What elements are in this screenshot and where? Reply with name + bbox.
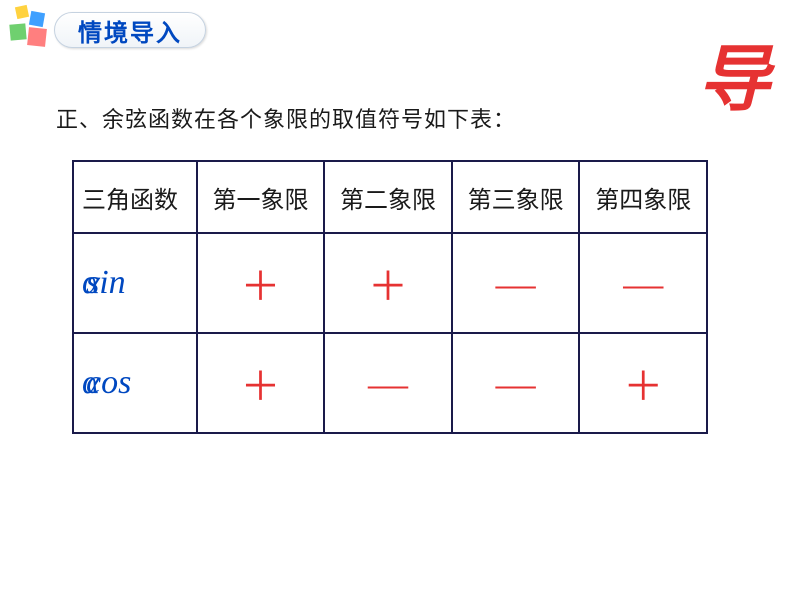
- sin-label: sin α: [82, 268, 196, 299]
- sign-cell: —: [368, 361, 408, 406]
- function-label-cell: cos α: [73, 333, 197, 433]
- table-header-row: 三角函数 第一象限 第二象限 第三象限 第四象限: [73, 161, 707, 233]
- sign-cell: ＋: [240, 264, 280, 309]
- header-cell: 第三象限: [452, 161, 580, 233]
- header-cell: 第一象限: [197, 161, 325, 233]
- header-cell: 第四象限: [579, 161, 707, 233]
- sign-cell: —: [496, 361, 536, 406]
- sign-cell: —: [623, 261, 663, 306]
- section-badge: 情境导入: [54, 12, 206, 48]
- sign-table: 三角函数 第一象限 第二象限 第三象限 第四象限 sin α ＋ ＋ — — c…: [72, 160, 708, 434]
- corner-character: 导: [698, 20, 770, 125]
- logo-icon: [6, 4, 52, 50]
- table-row: sin α ＋ ＋ — —: [73, 233, 707, 333]
- sign-cell: ＋: [623, 364, 663, 409]
- sign-cell: ＋: [368, 264, 408, 309]
- sign-cell: ＋: [240, 364, 280, 409]
- header-cell: 第二象限: [324, 161, 452, 233]
- header-cell: 三角函数: [73, 161, 197, 233]
- sign-cell: —: [496, 261, 536, 306]
- badge-text: 情境导入: [78, 13, 182, 48]
- intro-text: 正、余弦函数在各个象限的取值符号如下表：: [56, 102, 516, 134]
- table-row: cos α ＋ — — ＋: [73, 333, 707, 433]
- function-label-cell: sin α: [73, 233, 197, 333]
- cos-label: cos α: [82, 368, 196, 399]
